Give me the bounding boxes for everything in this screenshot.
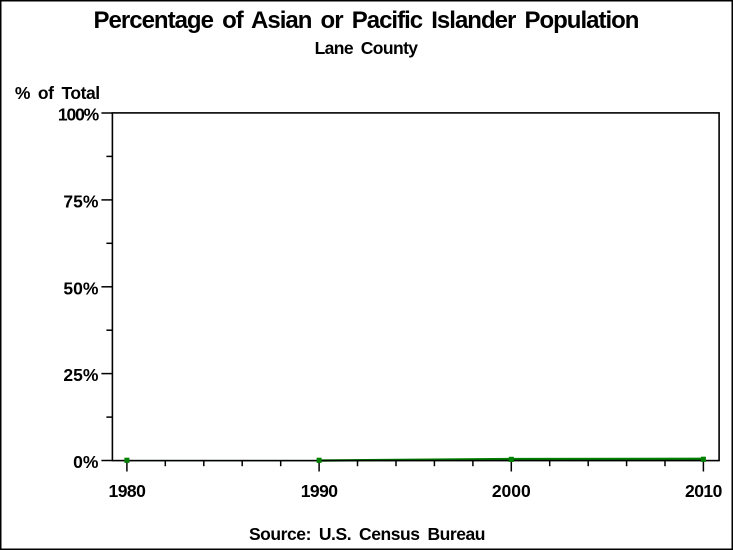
svg-text:Percentage of Asian or Pacific: Percentage of Asian or Pacific Islander … xyxy=(94,7,639,34)
svg-text:100%: 100% xyxy=(58,105,100,125)
svg-text:75%: 75% xyxy=(63,191,98,211)
svg-text:50%: 50% xyxy=(63,278,98,298)
svg-text:1980: 1980 xyxy=(109,481,147,501)
svg-text:Lane County: Lane County xyxy=(315,38,419,58)
svg-text:25%: 25% xyxy=(63,365,98,385)
svg-text:0%: 0% xyxy=(73,452,99,472)
svg-text:2010: 2010 xyxy=(685,481,723,501)
svg-text:% of Total: % of Total xyxy=(15,83,100,103)
svg-text:Source: U.S. Census Bureau: Source: U.S. Census Bureau xyxy=(249,524,485,544)
svg-text:2000: 2000 xyxy=(492,481,531,501)
svg-text:1990: 1990 xyxy=(301,481,339,501)
